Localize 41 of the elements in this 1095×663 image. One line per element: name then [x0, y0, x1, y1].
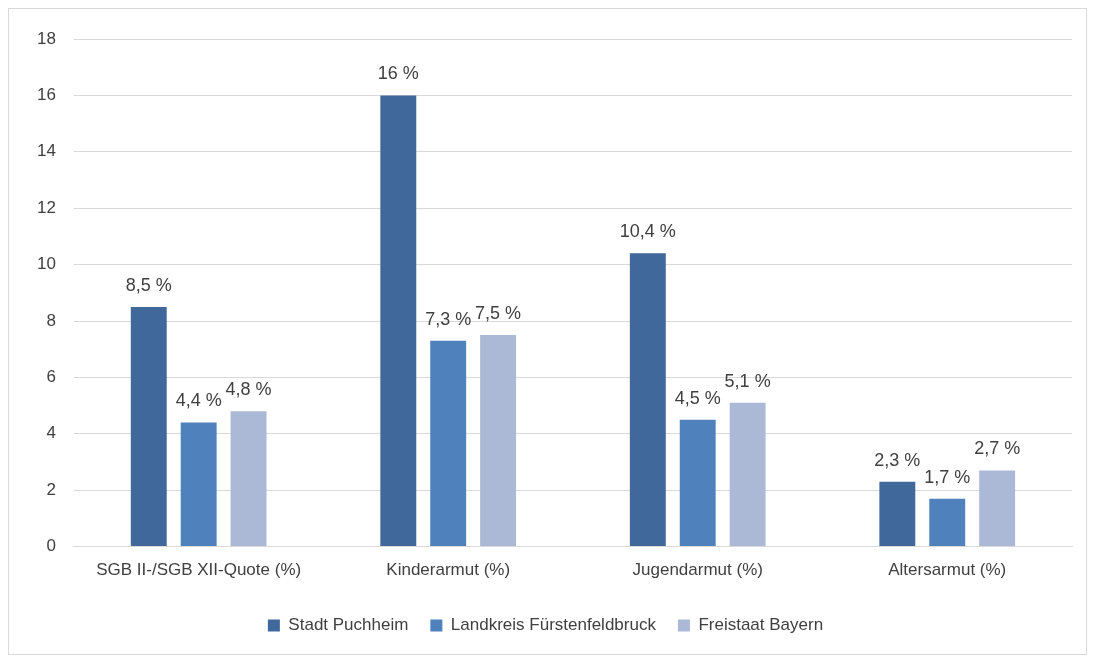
- data-label: 4,4 %: [175, 390, 222, 411]
- bar: [729, 402, 766, 547]
- data-label: 4,5 %: [674, 387, 721, 408]
- legend-label: Landkreis Fürstenfeldbruck: [450, 615, 657, 635]
- data-label: 2,7 %: [974, 438, 1021, 459]
- data-label: 8,5 %: [125, 274, 172, 295]
- y-tick-label: 8: [46, 310, 56, 330]
- bar: [629, 253, 666, 547]
- data-label: 4,8 %: [225, 379, 272, 400]
- bar: [430, 340, 467, 547]
- y-tick-label: 10: [36, 254, 56, 274]
- data-label: 16 %: [377, 63, 419, 84]
- bar: [679, 419, 716, 547]
- y-tick-label: 4: [46, 423, 56, 443]
- y-tick-label: 18: [36, 28, 56, 48]
- legend-label: Stadt Puchheim: [288, 615, 409, 635]
- data-label: 2,3 %: [874, 449, 921, 470]
- y-tick-label: 14: [36, 141, 56, 161]
- bar: [929, 498, 966, 547]
- data-label: 7,5 %: [475, 303, 522, 324]
- bar: [180, 422, 217, 547]
- x-tick-label: Kinderarmut (%): [386, 560, 511, 580]
- y-tick-label: 6: [46, 367, 56, 387]
- bar: [230, 411, 267, 547]
- x-tick-label: Altersarmut (%): [888, 560, 1007, 580]
- legend-label: Freistaat Bayern: [698, 615, 824, 635]
- bar: [879, 481, 916, 547]
- y-tick-label: 0: [46, 536, 56, 556]
- data-label: 10,4 %: [619, 221, 676, 242]
- data-label: 5,1 %: [724, 370, 771, 391]
- bar: [480, 335, 517, 547]
- y-tick-label: 2: [46, 479, 56, 499]
- data-label: 7,3 %: [425, 308, 472, 329]
- data-label: 1,7 %: [924, 466, 971, 487]
- bar: [380, 95, 417, 547]
- y-tick-label: 12: [36, 197, 56, 217]
- x-tick-label: SGB II-/SGB XII-Quote (%): [96, 560, 302, 580]
- x-tick-label: Jugendarmut (%): [632, 560, 763, 580]
- bar: [130, 306, 167, 547]
- bar: [979, 470, 1016, 547]
- y-tick-label: 16: [36, 85, 56, 105]
